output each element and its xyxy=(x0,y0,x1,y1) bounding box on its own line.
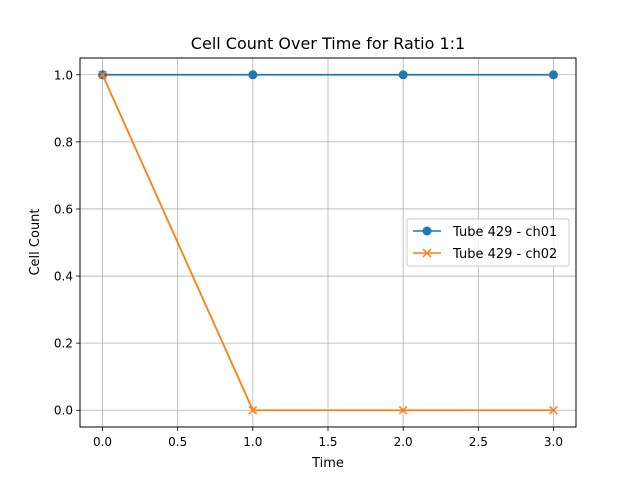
x-tick-label: 1.5 xyxy=(318,435,337,449)
y-tick-label: 0.8 xyxy=(54,135,73,149)
legend-marker-ch02 xyxy=(422,248,432,258)
chart-title: Cell Count Over Time for Ratio 1:1 xyxy=(191,34,465,53)
x-tick-label: 0.5 xyxy=(168,435,187,449)
data-point-marker xyxy=(398,405,408,415)
x-axis-label: Time xyxy=(311,456,344,471)
y-tick-label: 0.6 xyxy=(54,202,73,216)
x-tick-label: 2.5 xyxy=(469,435,488,449)
y-tick-label: 0.0 xyxy=(54,404,73,418)
x-tick-label: 1.0 xyxy=(243,435,262,449)
x-tick-label: 0.0 xyxy=(93,435,112,449)
legend-label-ch01: Tube 429 - ch01 xyxy=(452,225,557,240)
y-tick-label: 1.0 xyxy=(54,68,73,82)
x-tick-label: 2.0 xyxy=(394,435,413,449)
series-layer xyxy=(98,70,558,415)
data-point-marker xyxy=(548,70,558,80)
y-tick-label: 0.2 xyxy=(54,337,73,351)
data-point-marker xyxy=(549,405,558,415)
tick-layer: 0.0 0.5 1.0 1.5 2.0 2.5 3.0 0.0 0.2 0.4 0.6 0.8 1.0 xyxy=(54,68,563,449)
y-tick-label: 0.4 xyxy=(54,270,73,284)
legend-marker-ch01 xyxy=(422,226,432,236)
legend: Tube 429 - ch01 Tube 429 - ch02 xyxy=(406,218,570,267)
data-point-marker xyxy=(248,405,258,415)
data-point-marker xyxy=(248,70,258,80)
series-line-2 xyxy=(101,74,554,412)
x-tick-label: 3.0 xyxy=(544,435,563,449)
legend-label-ch02: Tube 429 - ch02 xyxy=(452,247,557,262)
y-axis-label: Cell Count xyxy=(28,208,43,275)
legend-box xyxy=(406,218,570,267)
data-point-marker xyxy=(98,70,107,80)
data-point-marker xyxy=(398,70,408,80)
